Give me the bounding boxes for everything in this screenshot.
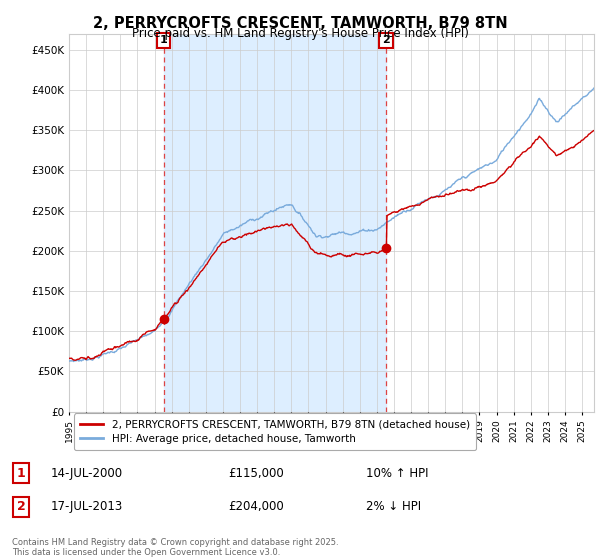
Legend: 2, PERRYCROFTS CRESCENT, TAMWORTH, B79 8TN (detached house), HPI: Average price,: 2, PERRYCROFTS CRESCENT, TAMWORTH, B79 8… bbox=[74, 413, 476, 450]
Text: 1: 1 bbox=[17, 466, 25, 480]
Text: 2: 2 bbox=[17, 500, 25, 514]
Text: £115,000: £115,000 bbox=[228, 466, 284, 480]
Text: 2: 2 bbox=[382, 35, 390, 45]
Text: 17-JUL-2013: 17-JUL-2013 bbox=[51, 500, 123, 514]
Text: 2% ↓ HPI: 2% ↓ HPI bbox=[366, 500, 421, 514]
Text: 10% ↑ HPI: 10% ↑ HPI bbox=[366, 466, 428, 480]
Text: Price paid vs. HM Land Registry's House Price Index (HPI): Price paid vs. HM Land Registry's House … bbox=[131, 27, 469, 40]
Text: £204,000: £204,000 bbox=[228, 500, 284, 514]
Bar bbox=[164, 34, 386, 412]
Text: 1: 1 bbox=[160, 35, 167, 45]
Text: 14-JUL-2000: 14-JUL-2000 bbox=[51, 466, 123, 480]
Text: Contains HM Land Registry data © Crown copyright and database right 2025.
This d: Contains HM Land Registry data © Crown c… bbox=[12, 538, 338, 557]
Text: 2, PERRYCROFTS CRESCENT, TAMWORTH, B79 8TN: 2, PERRYCROFTS CRESCENT, TAMWORTH, B79 8… bbox=[92, 16, 508, 31]
